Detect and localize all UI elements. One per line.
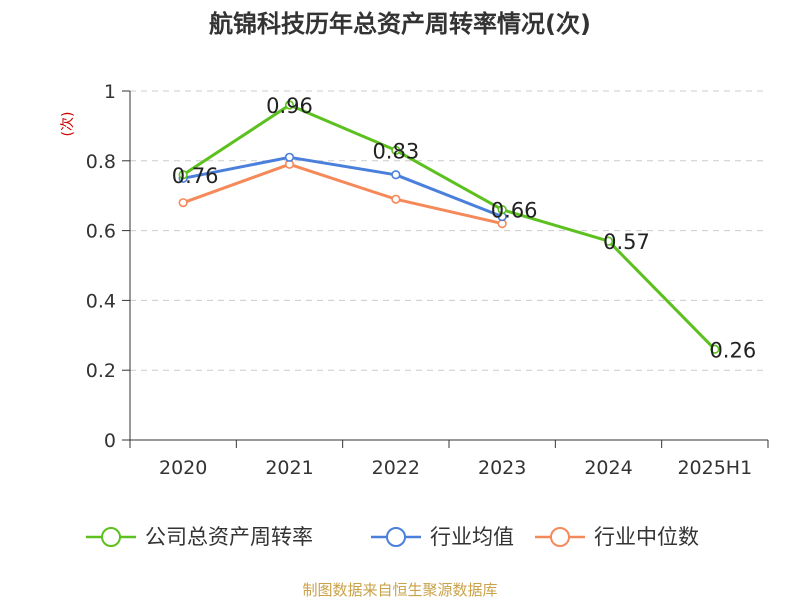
y-tick-label: 0.4 xyxy=(86,290,116,312)
y-tick-label: 0 xyxy=(104,430,116,452)
data-point xyxy=(497,205,507,215)
data-point xyxy=(603,236,614,246)
y-tick-label: 0.6 xyxy=(86,221,116,243)
gridlines xyxy=(130,90,768,371)
x-tick-label: 2023 xyxy=(478,457,526,479)
x-tick-label: 2020 xyxy=(159,457,207,479)
series-line xyxy=(182,155,503,218)
y-tick-label: 1 xyxy=(104,81,116,103)
legend-marker xyxy=(550,527,570,547)
data-point xyxy=(710,344,720,354)
source-note: 制图数据来自恒生聚源数据库 xyxy=(302,581,497,599)
x-tick-labels: 2020 2021 2022 2023 2024 2025H1 xyxy=(159,457,752,479)
y-tick-labels: 0 0.2 0.4 0.6 0.8 1 xyxy=(86,81,116,452)
axes xyxy=(122,90,769,448)
chart-title: 航锦科技历年总资产周转率情况(次) xyxy=(209,10,591,38)
legend-label: 行业均值 xyxy=(430,525,514,549)
series-layer xyxy=(178,100,720,354)
data-point xyxy=(284,100,295,110)
legend-label: 公司总资产周转率 xyxy=(145,525,313,549)
x-tick-label: 2025H1 xyxy=(677,457,752,479)
data-labels: 0.76 0.96 0.83 0.66 0.57 0.26 xyxy=(172,94,756,362)
x-tick-label: 2022 xyxy=(372,457,420,479)
legend-label: 行业中位数 xyxy=(594,525,699,549)
x-tick-label: 2024 xyxy=(584,457,632,479)
legend-marker xyxy=(386,527,406,547)
data-label: 0.26 xyxy=(709,338,756,362)
data-point xyxy=(284,152,295,162)
data-point xyxy=(391,145,401,155)
y-axis-label: (次) xyxy=(60,112,76,137)
series-line xyxy=(182,103,716,351)
y-tick-label: 0.2 xyxy=(86,360,116,382)
series-line xyxy=(182,162,503,226)
data-point xyxy=(178,198,188,208)
x-tick-label: 2021 xyxy=(265,457,313,479)
data-point xyxy=(391,194,401,204)
data-point xyxy=(178,170,188,180)
data-label: 0.96 xyxy=(266,94,313,118)
data-label: 0.76 xyxy=(172,164,219,188)
data-label: 0.66 xyxy=(491,199,538,223)
legend: 公司总资产周转率 行业均值 行业中位数 xyxy=(86,525,699,549)
y-tick-label: 0.8 xyxy=(86,151,116,173)
data-point xyxy=(391,170,401,180)
legend-marker xyxy=(101,527,121,547)
data-label: 0.83 xyxy=(372,139,419,163)
data-label: 0.57 xyxy=(603,230,650,254)
